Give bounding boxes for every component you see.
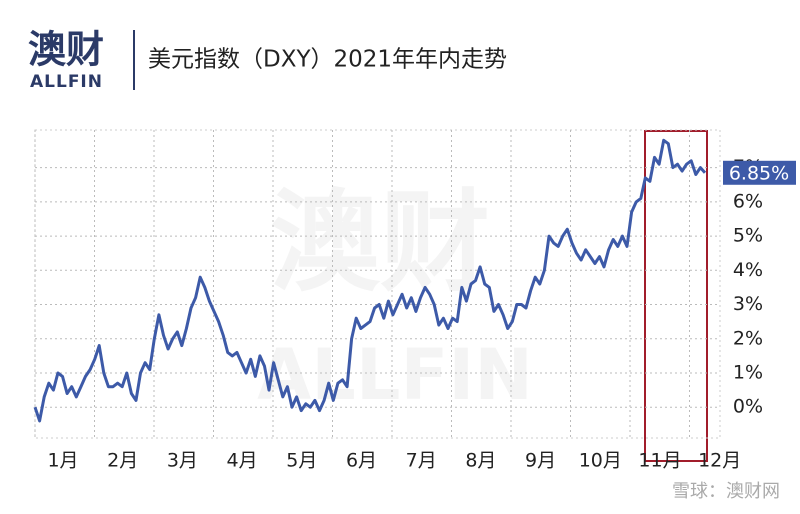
x-tick-label: 9月 (525, 450, 556, 472)
x-tick-label: 6月 (346, 450, 377, 472)
y-tick-label: 1% (733, 361, 763, 383)
logo: 澳财 (28, 28, 104, 72)
logo-sub: ALLFIN (30, 72, 103, 92)
end-label: 6.85% (729, 162, 789, 184)
y-tick-label: 6% (733, 190, 763, 212)
line (33, 138, 707, 423)
end-label-box (723, 160, 796, 185)
x-tick-label: 12月 (698, 450, 741, 472)
plot-frame (34, 129, 721, 439)
x-tick-label: 2月 (107, 450, 138, 472)
watermark: 澳财 (270, 178, 490, 306)
x-tick-label: 11月 (638, 450, 681, 472)
highlight-box (644, 130, 708, 462)
y-tick-label: 4% (733, 259, 763, 281)
x-tick-label: 7月 (406, 450, 437, 472)
y-tick-label: 2% (733, 327, 763, 349)
watermark-sub: ALLFIN (257, 334, 533, 416)
y-tick-label: 0% (733, 396, 763, 418)
y-tick-label: 3% (733, 293, 763, 315)
x-tick-label: 4月 (227, 450, 258, 472)
chart-title: 美元指数（DXY）2021年年内走势 (148, 47, 507, 73)
x-tick-label: 5月 (286, 450, 317, 472)
x-tick-label: 10月 (579, 450, 622, 472)
y-tick-label: 5% (733, 225, 763, 247)
x-tick-label: 8月 (465, 450, 496, 472)
x-tick-label: 1月 (47, 450, 78, 472)
x-tick-label: 3月 (167, 450, 198, 472)
credit: 雪球：澳财网 (672, 481, 780, 502)
